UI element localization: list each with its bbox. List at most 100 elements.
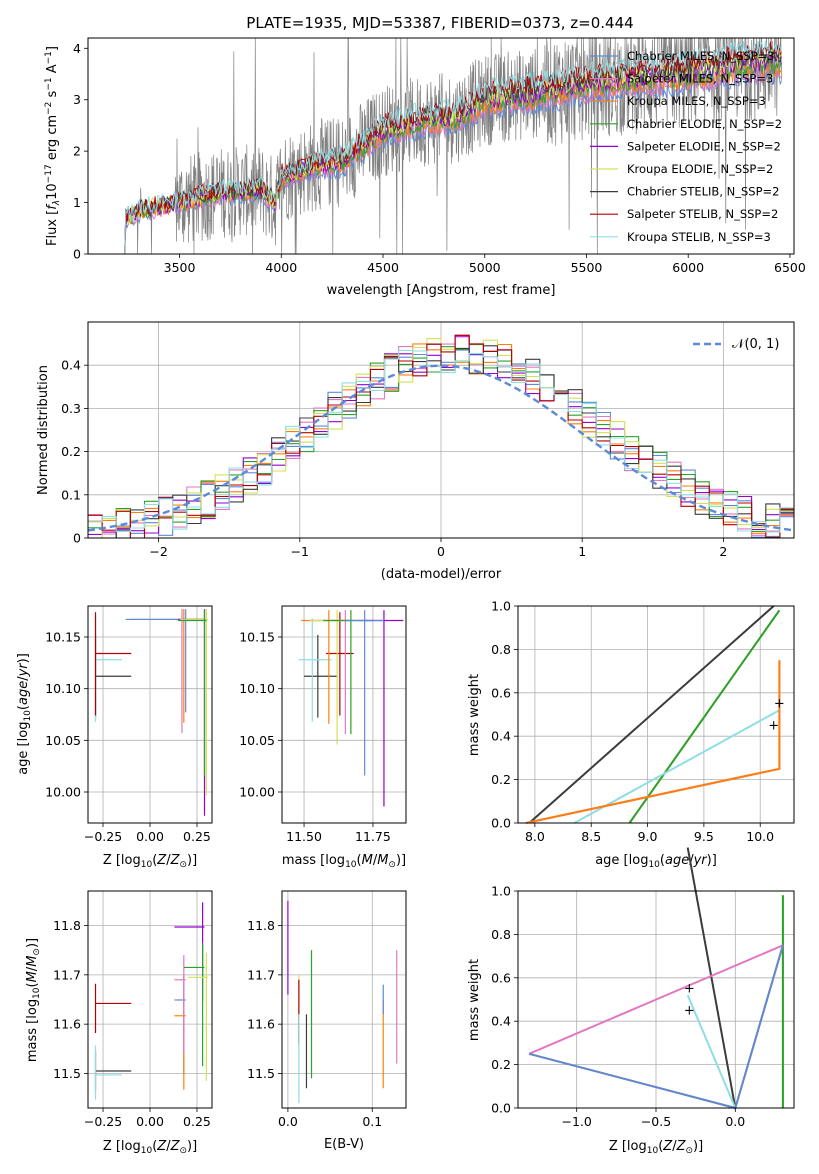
observed-flux-line	[124, 37, 783, 255]
spectrum-ytick-label: 0	[73, 247, 81, 262]
weight-vs-Z-line	[686, 994, 737, 1109]
residual-xtick-label: 1	[578, 544, 586, 559]
weight-vs-age-line	[525, 660, 781, 824]
spectrum-xtick-label: 4000	[265, 260, 297, 275]
spectrum-ylabel: Flux [fλ10−17 erg cm−2 s−1 A−1]	[44, 46, 62, 246]
age-vs-mass-errorbars	[298, 610, 404, 807]
weight-vs-Z-xtick-label: −1.0	[562, 1114, 592, 1129]
residual-xtick-label: 2	[719, 544, 727, 559]
weight-vs-age-marker: +	[768, 718, 779, 733]
spectrum-ytick-label: 1	[73, 195, 81, 210]
mass-vs-Z-ytick-label: 11.6	[53, 1017, 81, 1032]
age-vs-Z-xlabel: Z [log10(Z/Z⊙)]	[103, 853, 197, 870]
spectrum-ytick-label: 4	[73, 41, 81, 56]
weight-vs-Z-ytick-label: 0.2	[491, 1057, 511, 1072]
weight-vs-age-ytick-label: 0.0	[491, 816, 511, 831]
residual-histogram-8	[88, 334, 794, 539]
residual-xtick-label: −1	[291, 544, 309, 559]
spectrum-xtick-label: 6000	[672, 260, 704, 275]
age-vs-Z-ytick-label: 10.00	[45, 785, 81, 800]
weight-vs-Z-line	[528, 944, 784, 1055]
weight-vs-age-ytick-label: 0.8	[491, 642, 511, 657]
age-vs-Z-ylabel: age [log10(age/yr)]	[16, 653, 33, 775]
weight-vs-Z-ytick-label: 0.0	[491, 1101, 511, 1116]
mass-vs-ebv-xtick-label: 0.1	[362, 1114, 382, 1129]
weight-vs-age-line	[628, 609, 781, 824]
mass-vs-Z-panel: −0.25 0.00 0.25 11.5 11.6 11.7 11.8 Z [log10(Z…	[25, 890, 213, 1156]
weight-vs-Z-ticks: −1.0 −0.5 0.0 0.0 0.2 0.4 0.6 0.8 1.0	[491, 884, 745, 1130]
age-vs-Z-ytick-label: 10.15	[45, 630, 81, 645]
mass-vs-ebv-ticks: 0.0 0.1 11.5 11.6 11.7 11.8	[247, 918, 382, 1129]
spectrum-xtick-label: 5000	[469, 260, 501, 275]
weight-vs-age-ytick-label: 0.2	[491, 772, 511, 787]
spectrum-title: PLATE=1935, MJD=53387, FIBERID=0373, z=0…	[246, 14, 633, 32]
mass-vs-Z-errorbars	[94, 902, 209, 1100]
mass-vs-ebv-ytick-label: 11.6	[247, 1017, 275, 1032]
residual-legend-label: 𝒩(0, 1)	[732, 337, 779, 352]
spectrum-ytick-label: 2	[73, 144, 81, 159]
weight-vs-Z-panel: + + −1.0 −0.5 0.0 0.0 0.2 0.4 0.6 0.8 1.0 Z [log1…	[467, 847, 795, 1156]
legend-label: Salpeter MILES, N_SSP=3	[627, 72, 773, 86]
age-vs-Z-xtick-label: −0.25	[84, 829, 122, 844]
spectrum-xtick-label: 3500	[164, 260, 196, 275]
residual-ylabel: Normed distribution	[36, 365, 51, 495]
age-vs-mass-plot-area	[281, 605, 407, 824]
spectrum-panel: PLATE=1935, MJD=53387, FIBERID=0373, z=0…	[44, 14, 806, 298]
weight-vs-age-line	[528, 605, 775, 824]
spectrum-xtick-label: 4500	[367, 260, 399, 275]
mass-vs-Z-ytick-label: 11.8	[53, 918, 81, 933]
age-vs-mass-grid	[282, 606, 406, 823]
mass-vs-ebv-grid	[282, 891, 406, 1108]
weight-vs-age-line	[525, 660, 781, 824]
residual-xtick-label: −2	[149, 544, 167, 559]
mass-vs-ebv-panel: 0.0 0.1 11.5 11.6 11.7 11.8 E(B-V)	[247, 890, 407, 1152]
age-vs-Z-ytick-label: 10.10	[45, 681, 81, 696]
weight-vs-age-panel: ++ 8.0 8.5 9.0 9.5 10.00.00.20.40.60.81.0 ag…	[467, 599, 795, 870]
mass-vs-Z-xtick-label: 0.25	[183, 1114, 211, 1129]
residual-histograms	[88, 334, 794, 539]
weight-vs-Z-ylabel: mass weight	[467, 959, 482, 1041]
residual-ytick-label: 0.1	[61, 487, 81, 502]
spectrum-model-lines	[124, 40, 782, 255]
weight-vs-age-ticks: 8.0 8.5 9.0 9.5 10.0 0.0 0.2 0.4 0.6 0.8 1.0	[491, 599, 774, 845]
legend-label: Chabrier STELIB, N_SSP=2	[627, 185, 779, 199]
weight-vs-age-grid	[518, 605, 794, 824]
age-vs-mass-xlabel: mass [log10(M/M⊙)]	[282, 853, 406, 870]
weight-vs-Z-xtick-label: 0.0	[725, 1114, 745, 1129]
mass-vs-ebv-xlabel: E(B-V)	[324, 1137, 364, 1152]
weight-vs-age-xtick-label: 9.0	[638, 829, 658, 844]
age-vs-mass-xtick-label: 11.50	[286, 829, 322, 844]
weight-vs-age-ytick-label: 0.6	[491, 685, 511, 700]
weight-vs-age-marker: +	[774, 697, 785, 712]
spectrum-axis-ticks: 3500 4000 4500 5000 5500 6000 6500 0 1 2 3 4	[73, 41, 806, 275]
mass-vs-Z-xlabel: Z [log10(Z/Z⊙)]	[103, 1139, 197, 1156]
weight-vs-age-xtick-label: 8.0	[525, 829, 545, 844]
age-vs-Z-xtick-label: 0.00	[136, 829, 164, 844]
weight-vs-age-xtick-label: 10.0	[746, 829, 774, 844]
weight-vs-age-ytick-label: 1.0	[491, 599, 511, 614]
weight-vs-age-xtick-label: 8.5	[581, 829, 601, 844]
mass-vs-Z-ticks: −0.25 0.00 0.25 11.5 11.6 11.7 11.8	[53, 918, 211, 1129]
weight-vs-Z-ytick-label: 0.8	[491, 927, 511, 942]
weight-vs-age-lines: ++	[525, 605, 785, 824]
model-line-9	[124, 40, 782, 255]
mass-vs-Z-ytick-label: 11.5	[53, 1066, 81, 1081]
age-vs-mass-ytick-label: 10.00	[239, 785, 275, 800]
weight-vs-age-plot-area	[517, 605, 795, 824]
weight-vs-age-xtick-label: 9.5	[694, 829, 714, 844]
normal-distribution-curve	[87, 364, 795, 532]
spectrum-observed-flux	[124, 37, 783, 255]
age-vs-mass-ytick-label: 10.15	[239, 630, 275, 645]
residual-ytick-label: 0	[73, 531, 81, 546]
weight-vs-Z-ytick-label: 0.6	[491, 970, 511, 985]
mass-vs-ebv-ytick-label: 11.8	[247, 918, 275, 933]
residual-xtick-label: 0	[437, 544, 445, 559]
mass-vs-ebv-errorbars	[287, 900, 398, 1104]
residual-ytick-label: 0.3	[61, 401, 81, 416]
residual-histogram-9	[88, 349, 794, 533]
age-vs-mass-ticks: 11.50 11.75 10.00 10.05 10.10 10.15	[239, 630, 391, 845]
residual-xlabel: (data-model)/error	[381, 567, 502, 582]
weight-vs-age-line	[573, 709, 780, 824]
residual-axis-ticks: −2 −1 0 1 2 0 0.1 0.2 0.3 0.4	[61, 358, 727, 559]
mass-vs-Z-ytick-label: 11.7	[53, 967, 81, 982]
